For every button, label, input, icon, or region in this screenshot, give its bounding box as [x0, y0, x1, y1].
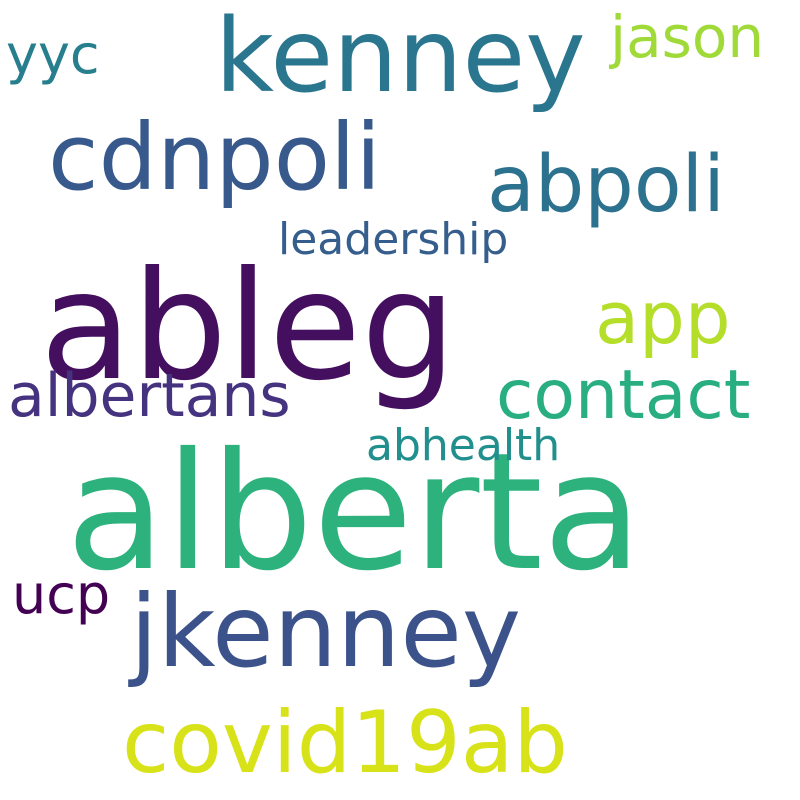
word-app: app: [595, 282, 731, 354]
word-leadership: leadership: [278, 218, 508, 262]
word-abpoli: abpoli: [487, 146, 725, 224]
word-jason: jason: [610, 8, 764, 66]
word-jkenney: jkenney: [130, 582, 521, 682]
word-ucp: ucp: [12, 568, 110, 622]
word-covid19ab: covid19ab: [122, 700, 568, 786]
word-kenney: kenney: [215, 6, 586, 108]
word-cdnpoli: cdnpoli: [48, 112, 381, 204]
word-yyc: yyc: [6, 28, 100, 82]
word-abhealth: abhealth: [366, 424, 560, 468]
word-albertans: albertans: [8, 366, 291, 426]
